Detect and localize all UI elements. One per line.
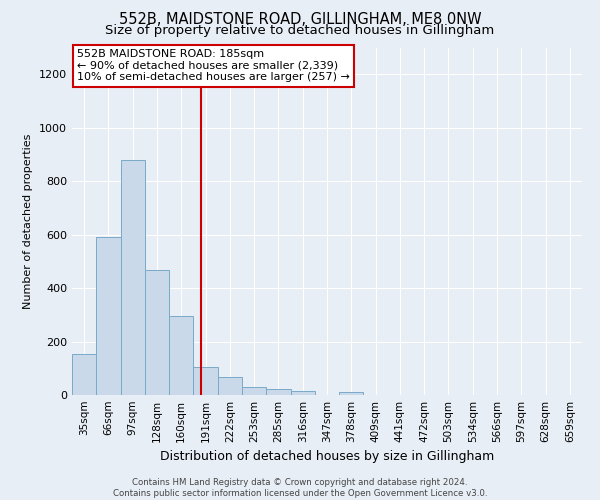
Text: Contains HM Land Registry data © Crown copyright and database right 2024.
Contai: Contains HM Land Registry data © Crown c…: [113, 478, 487, 498]
Text: 552B, MAIDSTONE ROAD, GILLINGHAM, ME8 0NW: 552B, MAIDSTONE ROAD, GILLINGHAM, ME8 0N…: [119, 12, 481, 28]
Y-axis label: Number of detached properties: Number of detached properties: [23, 134, 34, 309]
Bar: [145, 270, 169, 395]
Bar: [266, 389, 290, 395]
Bar: [169, 316, 193, 395]
Bar: [193, 367, 218, 395]
Text: Size of property relative to detached houses in Gillingham: Size of property relative to detached ho…: [106, 24, 494, 37]
Bar: [72, 354, 96, 395]
Bar: [96, 238, 121, 395]
Bar: [339, 392, 364, 395]
Text: 552B MAIDSTONE ROAD: 185sqm
← 90% of detached houses are smaller (2,339)
10% of : 552B MAIDSTONE ROAD: 185sqm ← 90% of det…: [77, 49, 350, 82]
Bar: [242, 387, 266, 395]
X-axis label: Distribution of detached houses by size in Gillingham: Distribution of detached houses by size …: [160, 450, 494, 464]
Bar: [290, 392, 315, 395]
Bar: [218, 377, 242, 395]
Bar: [121, 160, 145, 395]
